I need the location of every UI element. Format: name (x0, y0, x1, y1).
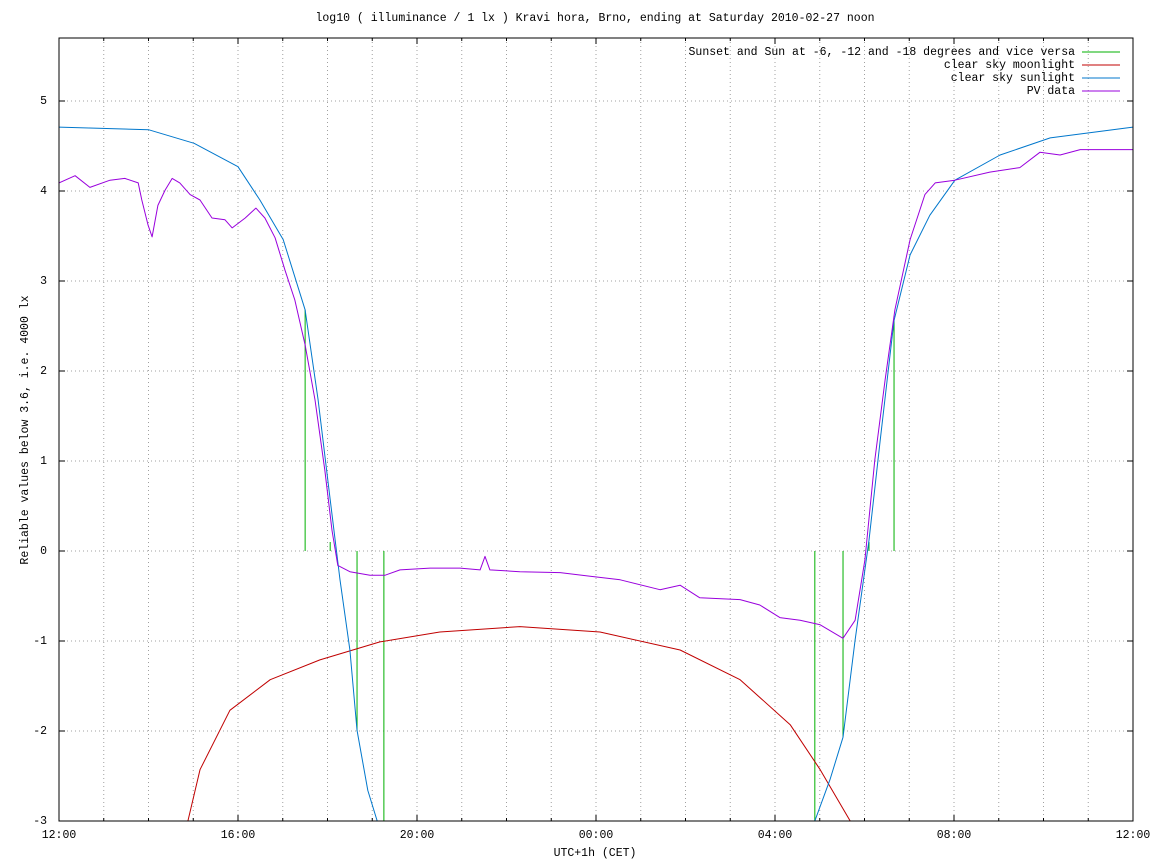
x-axis-label: UTC+1h (CET) (554, 847, 637, 860)
legend-label: Sunset and Sun at -6, -12 and -18 degree… (689, 46, 1076, 59)
y-tick-label: 2 (40, 365, 47, 378)
x-tick-label: 08:00 (937, 829, 972, 842)
series-line (59, 126, 1133, 821)
legend-label: clear sky moonlight (944, 59, 1075, 72)
grid (58, 38, 1134, 822)
y-tick-label: -3 (33, 815, 47, 828)
y-axis-label: Reliable values below 3.6, i.e. 4000 lx (19, 295, 32, 564)
x-tick-label: 20:00 (400, 829, 435, 842)
x-tick-label: 04:00 (758, 829, 793, 842)
x-tick-label: 00:00 (579, 829, 614, 842)
chart-title: log10 ( illuminance / 1 lx ) Kravi hora,… (316, 12, 875, 25)
y-tick-label: 1 (40, 455, 47, 468)
x-tick-label: 16:00 (221, 829, 256, 842)
y-tick-label: -2 (33, 725, 47, 738)
series-line (187, 626, 851, 821)
y-tick-label: 3 (40, 275, 47, 288)
plot-frame (58, 37, 1134, 822)
y-tick-label: 4 (40, 185, 47, 198)
legend-label: PV data (1027, 85, 1075, 98)
series-line (59, 149, 1133, 639)
x-tick-label: 12:00 (1116, 829, 1151, 842)
y-tick-label: 0 (40, 545, 47, 558)
plot-area (59, 126, 1133, 821)
y-tick-label: -1 (33, 635, 47, 648)
x-tick-label: 12:00 (42, 829, 77, 842)
y-tick-label: 5 (40, 95, 47, 108)
legend-label: clear sky sunlight (951, 72, 1075, 85)
